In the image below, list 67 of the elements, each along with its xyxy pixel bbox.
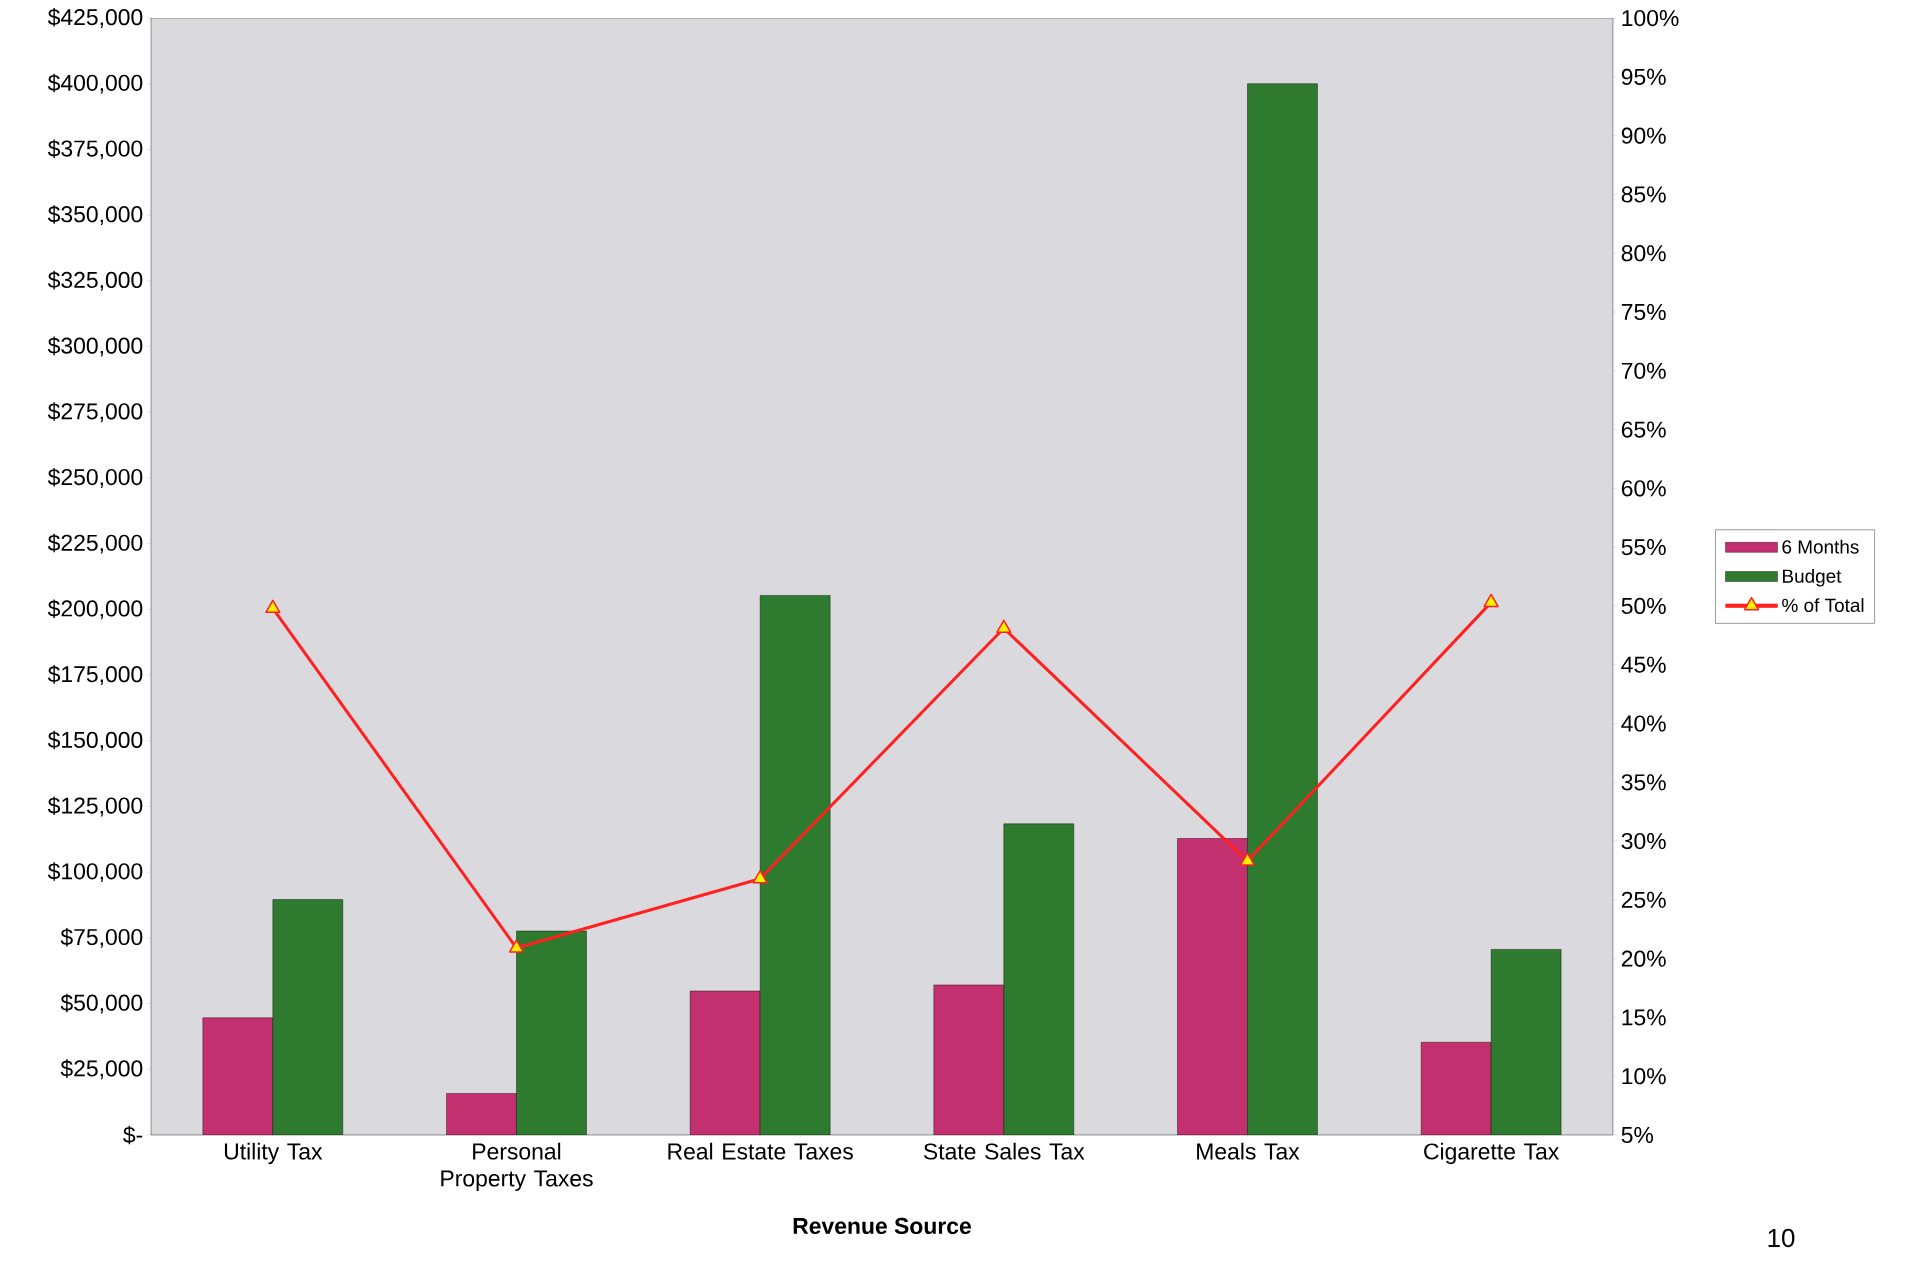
x-tick-label: Utility Tax bbox=[224, 1142, 323, 1165]
legend-label: % of Total bbox=[1782, 598, 1864, 613]
y2-tick-label: 10% bbox=[1622, 1068, 1666, 1085]
bar bbox=[202, 1017, 273, 1135]
bar bbox=[1003, 823, 1074, 1135]
y2-tick-label: 5% bbox=[1621, 1126, 1654, 1144]
y-tick-label: $125,000 bbox=[47, 796, 143, 817]
y-tick-label: $150,000 bbox=[47, 730, 143, 751]
y2-tick-label: 100% bbox=[1622, 9, 1679, 27]
point bbox=[752, 869, 768, 884]
y2-tick-label: 35% bbox=[1621, 774, 1666, 791]
bar bbox=[1420, 1042, 1492, 1135]
y2-tick-label: 45% bbox=[1621, 656, 1666, 673]
y2-tick-label: 40% bbox=[1621, 715, 1666, 732]
y-tick-label: $75,000 bbox=[60, 927, 143, 948]
y-tick-label: $250,000 bbox=[47, 467, 143, 488]
y-tick-label: $300,000 bbox=[47, 336, 143, 357]
bar bbox=[446, 1093, 517, 1135]
y2-tick-label: 65% bbox=[1621, 421, 1666, 438]
y-tick-label: $225,000 bbox=[47, 533, 143, 554]
legend-label: Budget bbox=[1783, 568, 1842, 587]
x-tick-label: Meals Tax bbox=[1197, 1142, 1300, 1160]
y2-tick-label: 20% bbox=[1621, 950, 1666, 967]
bar bbox=[690, 990, 761, 1135]
point bbox=[508, 939, 525, 953]
bar bbox=[760, 595, 831, 1135]
y-tick-label: $100,000 bbox=[47, 862, 143, 883]
y-tick-label: $50,000 bbox=[60, 993, 143, 1014]
bar bbox=[1490, 949, 1562, 1135]
x-tick-label: Real Estate Taxes bbox=[668, 1142, 853, 1160]
y2-tick-label: 50% bbox=[1621, 597, 1666, 615]
legend-label: 6 Months bbox=[1782, 539, 1859, 554]
point bbox=[265, 599, 281, 614]
y-tick-label: $275,000 bbox=[47, 402, 143, 423]
x-tick-label: State Sales Tax bbox=[923, 1142, 1085, 1160]
y2-tick-label: 70% bbox=[1621, 362, 1666, 379]
y2-tick-label: 95% bbox=[1621, 68, 1666, 85]
y-tick-label: $400,000 bbox=[47, 73, 143, 94]
y-tick-label: $425,000 bbox=[47, 8, 143, 28]
y2-tick-label: 90% bbox=[1621, 127, 1666, 144]
point bbox=[996, 619, 1012, 634]
x-axis-title: Revenue Source bbox=[793, 1217, 971, 1235]
y2-tick-label: 80% bbox=[1621, 245, 1666, 262]
bar bbox=[516, 931, 587, 1135]
y-tick-label: $375,000 bbox=[47, 139, 143, 160]
bar bbox=[1247, 83, 1318, 1135]
y-tick-label: $25,000 bbox=[60, 1059, 143, 1080]
x-tick-label: Personal Property Taxes bbox=[441, 1142, 593, 1192]
y2-tick-label: 60% bbox=[1621, 480, 1666, 497]
point bbox=[1239, 852, 1256, 866]
y-tick-label: $175,000 bbox=[47, 665, 143, 685]
point bbox=[1483, 593, 1499, 608]
y2-tick-label: 85% bbox=[1621, 186, 1666, 203]
y2-tick-label: 55% bbox=[1621, 539, 1666, 556]
x-tick-label: Cigarette Tax bbox=[1424, 1142, 1560, 1165]
y2-tick-label: 75% bbox=[1621, 303, 1666, 321]
bar bbox=[933, 984, 1004, 1135]
y-tick-label: $350,000 bbox=[47, 205, 143, 226]
bar bbox=[1177, 838, 1248, 1135]
y-tick-label: $200,000 bbox=[47, 599, 143, 620]
y2-tick-label: 25% bbox=[1621, 891, 1666, 908]
text: 10 bbox=[1768, 1228, 1795, 1248]
y-tick-label: $325,000 bbox=[47, 270, 143, 291]
y2-tick-label: 15% bbox=[1622, 1009, 1666, 1026]
y-tick-label: $- bbox=[123, 1125, 143, 1145]
y2-tick-label: 30% bbox=[1621, 832, 1666, 850]
bar bbox=[272, 899, 343, 1135]
